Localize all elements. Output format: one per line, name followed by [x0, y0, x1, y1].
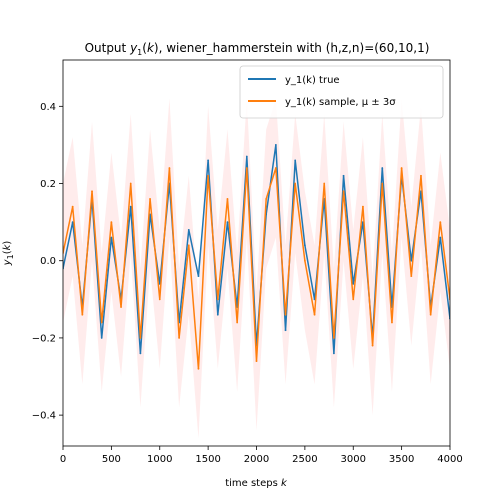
point-sample: [130, 183, 132, 185]
point-sample: [420, 175, 422, 177]
point-sample: [391, 322, 393, 324]
point-sample: [333, 337, 335, 339]
y-axis-label: y1(k): [2, 241, 15, 267]
point-true: [130, 206, 132, 208]
legend-label-true: y_1(k) true: [285, 75, 340, 86]
point-sample: [207, 175, 209, 177]
point-true: [101, 337, 103, 339]
point-sample: [198, 368, 200, 370]
point-sample: [227, 198, 229, 200]
x-axis-label: time steps k: [225, 478, 288, 489]
x-tick-label: 0: [60, 454, 66, 465]
x-tick-label: 3000: [341, 454, 366, 465]
point-sample: [265, 198, 267, 200]
point-sample: [246, 167, 248, 169]
chart-title: Output y1(k), wiener_hammerstein with (h…: [85, 41, 430, 57]
point-sample: [352, 298, 354, 300]
legend-label-sample: y_1(k) sample, μ ± 3σ: [285, 97, 396, 108]
point-sample: [120, 306, 122, 308]
point-sample: [430, 314, 432, 316]
uncertainty-band-layer: [63, 99, 450, 439]
point-true: [275, 144, 277, 146]
point-true: [439, 237, 441, 239]
point-true: [294, 159, 296, 161]
point-sample: [304, 260, 306, 262]
point-sample: [323, 183, 325, 185]
point-sample: [275, 167, 277, 169]
point-sample: [381, 183, 383, 185]
point-sample: [285, 314, 287, 316]
point-sample: [178, 337, 180, 339]
point-sample: [81, 314, 83, 316]
point-true: [333, 352, 335, 354]
x-tick-label: 500: [102, 454, 121, 465]
point-sample: [372, 345, 374, 347]
y-tick-label: −0.4: [32, 411, 56, 422]
point-sample: [362, 206, 364, 208]
point-sample: [149, 198, 151, 200]
point-sample: [188, 244, 190, 246]
point-true: [285, 329, 287, 331]
x-tick-label: 2000: [244, 454, 269, 465]
point-sample: [217, 298, 219, 300]
point-true: [227, 221, 229, 223]
point-sample: [314, 314, 316, 316]
y-tick-label: −0.2: [32, 333, 56, 344]
point-sample: [140, 337, 142, 339]
x-axis: 0 500 1000 1500 2000 2500 3000 3500 4000: [60, 446, 463, 465]
legend-box: [240, 66, 443, 118]
uncertainty-band: [63, 99, 450, 439]
y-tick-label: 0.2: [40, 179, 56, 190]
point-sample: [110, 221, 112, 223]
point-true: [198, 275, 200, 277]
x-tick-label: 3500: [389, 454, 414, 465]
point-sample: [410, 275, 412, 277]
x-tick-label: 1500: [195, 454, 220, 465]
point-sample: [101, 322, 103, 324]
point-true: [207, 159, 209, 161]
point-true: [188, 229, 190, 231]
point-sample: [439, 221, 441, 223]
point-sample: [401, 167, 403, 169]
point-true: [246, 156, 248, 158]
point-true: [110, 237, 112, 239]
point-true: [140, 352, 142, 354]
point-sample: [343, 190, 345, 192]
point-true: [381, 167, 383, 169]
legend: y_1(k) true y_1(k) sample, μ ± 3σ: [240, 66, 443, 118]
point-true: [304, 244, 306, 246]
y-axis: −0.4 −0.2 0.0 0.2 0.4: [32, 102, 63, 422]
x-tick-label: 2500: [292, 454, 317, 465]
point-sample: [159, 298, 161, 300]
point-sample: [72, 206, 74, 208]
point-true: [343, 175, 345, 177]
point-sample: [294, 183, 296, 185]
point-sample: [236, 322, 238, 324]
y-tick-label: 0.4: [40, 102, 56, 113]
point-sample: [91, 190, 93, 192]
point-sample: [169, 167, 171, 169]
point-sample: [256, 360, 258, 362]
y-tick-label: 0.0: [40, 256, 56, 267]
point-true: [217, 314, 219, 316]
x-tick-label: 4000: [437, 454, 462, 465]
x-tick-label: 1000: [147, 454, 172, 465]
